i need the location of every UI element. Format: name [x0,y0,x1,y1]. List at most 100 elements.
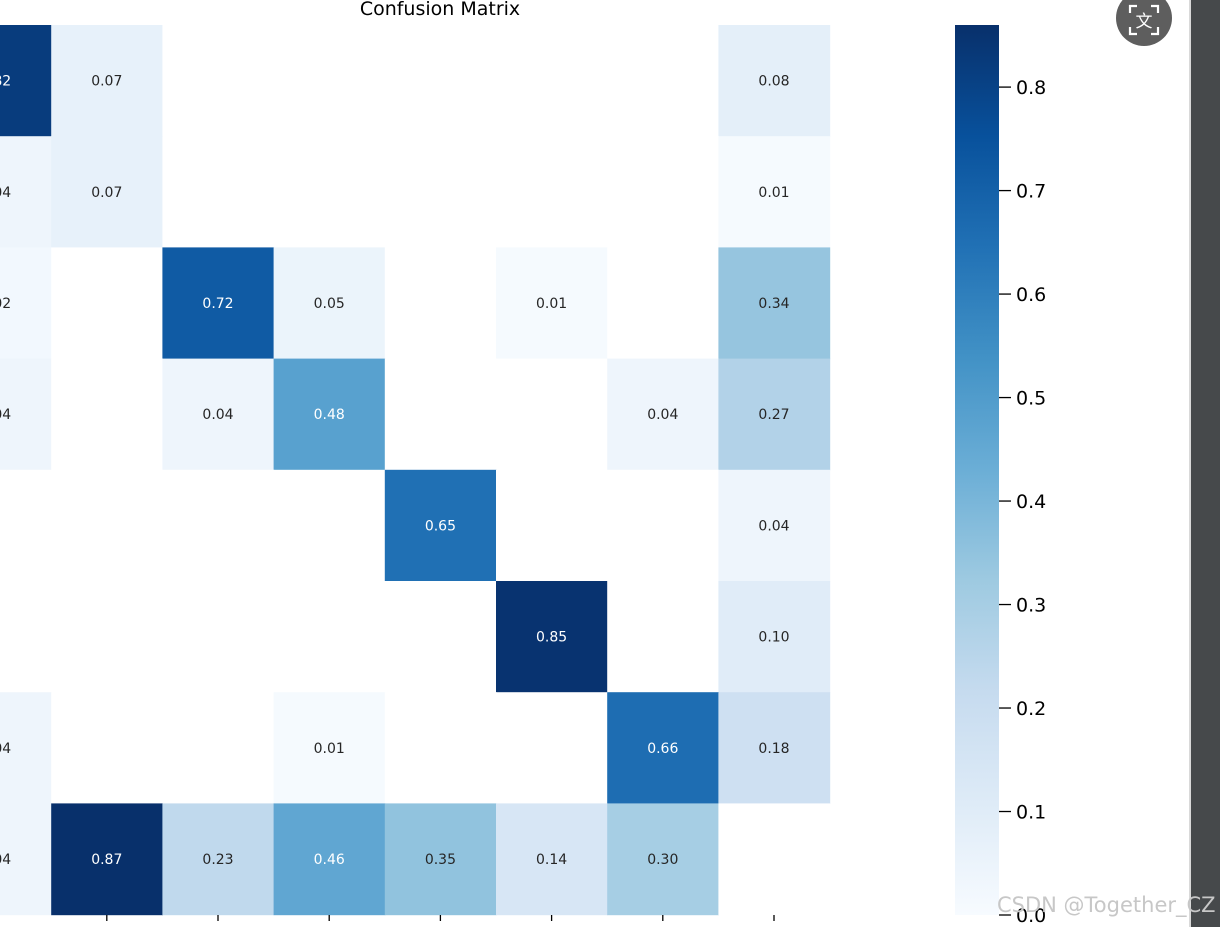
heatmap-cell [162,692,275,804]
heatmap-cell [718,692,831,804]
cell-value-label: 0.07 [91,185,122,201]
heatmap-cell [496,581,608,693]
heatmap-cell [384,581,497,693]
heatmap-cell [273,25,386,137]
heatmap-cell [384,247,497,360]
heatmap-cell [273,692,386,804]
cell-value-label: 0.46 [314,852,345,868]
heatmap-cell [51,469,164,582]
heatmap-cell [0,25,52,137]
heatmap-cell [496,469,608,582]
cell-value-label: 0.30 [647,852,678,868]
heatmap-cell [273,358,386,471]
cell-value-label: 0.14 [536,852,567,868]
heatmap-cell [51,581,164,693]
cell-value-label: 0.65 [425,518,456,534]
heatmap-cell [273,136,386,248]
colorbar-tick-label: 0.4 [1016,491,1046,513]
cell-value-label: 0.07 [91,74,122,90]
cell-value-label: 0.05 [314,296,345,312]
watermark-text: CSDN @Together_CZ [997,893,1216,917]
heatmap-cell [0,692,52,804]
heatmap-cell [273,247,386,360]
cell-value-label: 0.04 [202,407,233,423]
heatmap-cell [496,25,608,137]
heatmap-cell [718,136,831,248]
cell-value-label: 0.23 [202,852,233,868]
cell-value-label: 0.01 [758,185,789,201]
heatmap-cell [607,358,719,471]
heatmap-cell [496,247,608,360]
cell-value-label: 0.66 [647,741,678,757]
heatmap-cell [384,803,497,916]
cell-value-label: 0.34 [758,296,789,312]
scrollbar-edge [1189,0,1191,927]
cell-value-label: 0.27 [758,407,789,423]
colorbar-tick-label: 0.3 [1016,595,1046,617]
translate-icon: 文 [1127,3,1161,41]
x-axis-ticks [106,915,775,921]
colorbar-tick-label: 0.0 [1016,905,1046,927]
cell-value-label: 0.72 [202,296,233,312]
heatmap-cell [384,358,497,471]
cell-value-label: 0.01 [314,741,345,757]
heatmap-cell [162,581,275,693]
heatmap-cell [496,803,608,916]
heatmap-cell [718,803,831,916]
heatmap-cell [607,692,719,804]
heatmap-cell [162,358,275,471]
heatmap-cell [162,247,275,360]
cell-value-label: 0.18 [758,741,789,757]
heatmap-grid: 0.82 0.07 0.08 0.04 0.07 0.01 0.02 0.72 0.05 0.01… [0,25,831,916]
cell-value-label: 0.04 [0,741,11,757]
heatmap-cell [384,469,497,582]
heatmap-cell [384,25,497,137]
heatmap-cell [51,803,164,916]
cell-value-label: 0.35 [425,852,456,868]
heatmap-cell [607,247,719,360]
heatmap-cell [607,469,719,582]
heatmap-cell [0,469,52,582]
heatmap-cell [384,692,497,804]
heatmap-cell [273,803,386,916]
cell-value-label: 0.04 [0,185,11,201]
heatmap-cell [496,358,608,471]
cell-value-label: 0.48 [314,407,345,423]
chart-title: Confusion Matrix [360,0,520,20]
heatmap-cell [51,247,164,360]
heatmap-cell [162,803,275,916]
heatmap-cell [607,581,719,693]
cell-value-label: 0.02 [0,296,11,312]
heatmap-cell [0,581,52,693]
cell-value-label: 0.08 [758,74,789,90]
colorbar-tick-label: 0.1 [1016,802,1046,824]
heatmap-cell [718,25,831,137]
heatmap-cell [51,25,164,137]
heatmap-cell [718,581,831,693]
cell-value-label: 0.85 [536,630,567,646]
translate-button[interactable]: 文 [1116,0,1172,46]
heatmap-cell [607,136,719,248]
colorbar-ticks: 0.0 0.1 0.2 0.3 0.4 0.5 0.6 0.7 0.8 [999,77,1046,927]
heatmap-cell [51,358,164,471]
heatmap-cell [607,25,719,137]
cell-value-label: 0.04 [0,852,11,868]
heatmap-cell [0,803,52,916]
colorbar-tick-label: 0.6 [1016,284,1046,306]
cell-value-label: 0.04 [0,407,11,423]
heatmap-cell [273,469,386,582]
heatmap-cell [607,803,719,916]
heatmap-cell [162,469,275,582]
heatmap-cell [496,692,608,804]
heatmap-cell [162,136,275,248]
heatmap-cell [51,136,164,248]
cell-value-label: 0.04 [758,518,789,534]
heatmap-cell [162,25,275,137]
heatmap-cell [384,136,497,248]
cell-value-label: 0.01 [536,296,567,312]
colorbar [955,25,999,915]
heatmap-cell [718,247,831,360]
cell-value-label: 0.10 [758,630,789,646]
window-scrollbar[interactable] [1189,0,1220,927]
svg-text:文: 文 [1136,12,1153,32]
